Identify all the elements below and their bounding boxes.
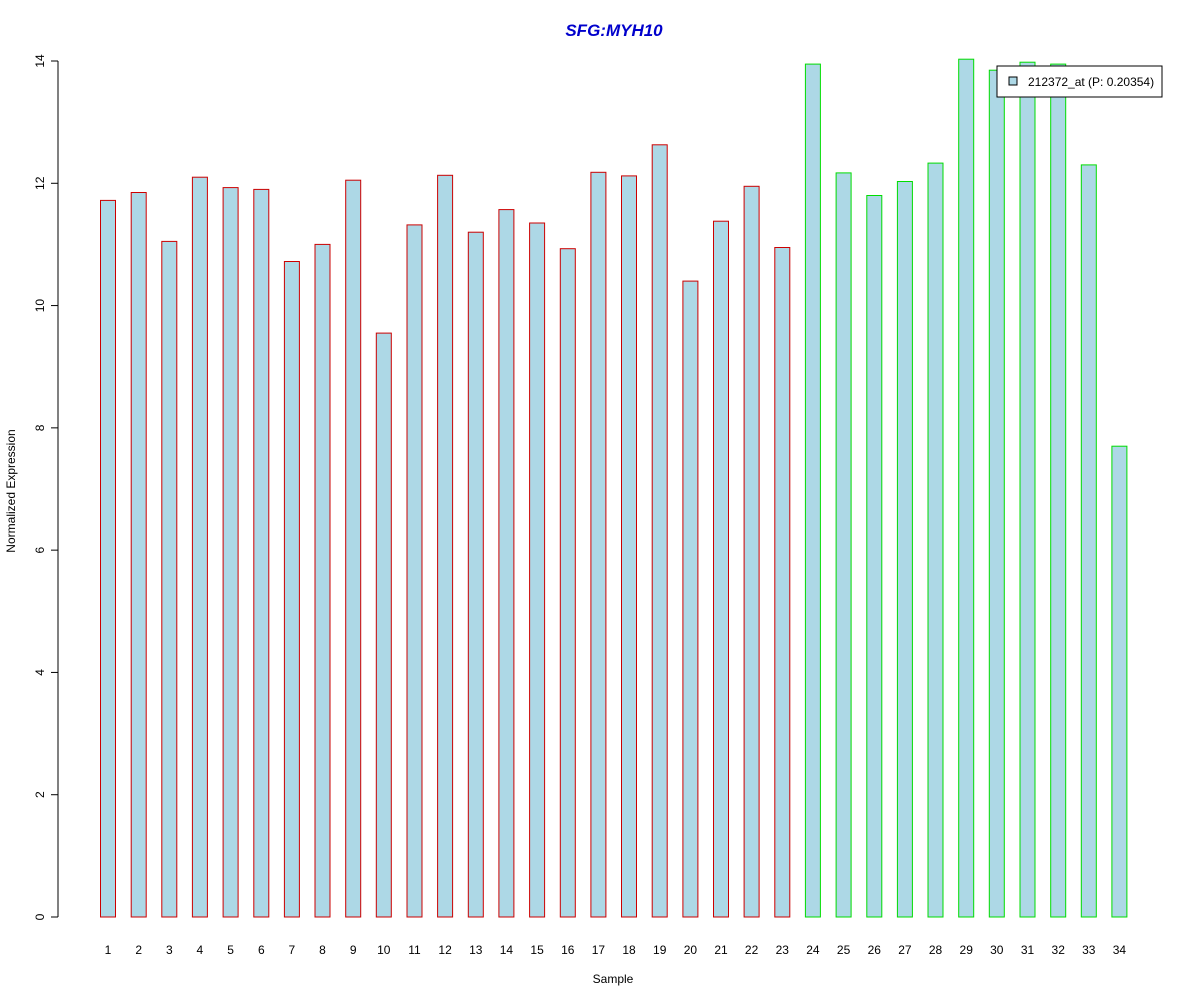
bar-sample-3 (161, 240, 178, 918)
bar-sample-28 (927, 162, 944, 918)
x-tick-label: 21 (714, 943, 728, 957)
bar-sample-5 (222, 187, 239, 918)
bar-sample-7 (283, 261, 300, 918)
bar-sample-22 (743, 185, 760, 918)
x-tick-label: 23 (776, 943, 790, 957)
bar-sample-19 (651, 144, 668, 918)
bar-sample-27 (896, 181, 913, 918)
x-tick-label: 8 (319, 943, 326, 957)
bar-sample-17 (590, 171, 607, 918)
y-tick-label: 6 (33, 546, 47, 553)
x-tick-label: 31 (1021, 943, 1035, 957)
bar-sample-9 (345, 179, 362, 918)
x-tick-label: 7 (289, 943, 296, 957)
x-tick-label: 17 (592, 943, 606, 957)
bar-sample-12 (437, 174, 454, 918)
bar-sample-18 (621, 175, 637, 918)
x-tick-label: 4 (197, 943, 204, 957)
x-tick-label: 19 (653, 943, 667, 957)
legend-label: 212372_at (P: 0.20354) (1028, 75, 1154, 89)
bar-sample-26 (866, 195, 883, 918)
x-tick-label: 13 (469, 943, 483, 957)
bar-sample-4 (191, 176, 208, 918)
bar-sample-20 (682, 280, 699, 918)
bar-sample-1 (100, 199, 116, 918)
legend-box (996, 65, 1163, 98)
legend: 212372_at (P: 0.20354) (996, 65, 1163, 98)
bar-sample-30 (988, 69, 1005, 918)
bar-sample-24 (804, 63, 821, 918)
x-tick-label: 18 (622, 943, 636, 957)
chart-title: SFG:MYH10 (565, 21, 663, 40)
x-tick-label: 29 (960, 943, 974, 957)
bar-sample-23 (774, 247, 791, 918)
x-tick-label: 11 (408, 943, 421, 957)
bar-sample-16 (559, 248, 576, 918)
y-tick-label: 2 (33, 791, 47, 798)
x-tick-label: 30 (990, 943, 1004, 957)
y-tick-label: 14 (33, 54, 47, 68)
x-tick-label: 26 (868, 943, 882, 957)
x-tick-label: 33 (1082, 943, 1096, 957)
y-tick-label: 0 (33, 913, 47, 920)
bar-sample-21 (713, 220, 729, 918)
x-tick-label: 10 (377, 943, 391, 957)
x-tick-label: 34 (1113, 943, 1127, 957)
bar-sample-25 (835, 172, 852, 918)
bar-sample-31 (1019, 61, 1036, 918)
bar-sample-13 (467, 231, 484, 918)
y-tick-label: 4 (33, 669, 47, 676)
y-tick-label: 8 (33, 424, 47, 431)
x-tick-label: 2 (135, 943, 142, 957)
bar-sample-29 (958, 58, 975, 918)
x-tick-label: 5 (227, 943, 234, 957)
x-axis-tick-labels: 1 2 3 4 5 6 7 8 9 10 11 12 13 14 15 16 17 18 19 20 21 22 23 24 2… (105, 943, 1127, 957)
x-tick-label: 27 (898, 943, 912, 957)
x-axis-label: Sample (593, 972, 634, 986)
bar-sample-15 (529, 222, 546, 918)
x-tick-label: 28 (929, 943, 943, 957)
bar-sample-2 (130, 192, 147, 918)
x-tick-label: 25 (837, 943, 851, 957)
bar-sample-6 (253, 188, 270, 918)
x-tick-label: 12 (438, 943, 452, 957)
x-tick-label: 6 (258, 943, 265, 957)
bar-sample-34 (1111, 445, 1128, 918)
bar-sample-14 (498, 209, 515, 918)
x-tick-label: 3 (166, 943, 173, 957)
bar-sample-32 (1050, 63, 1067, 918)
x-tick-label: 32 (1052, 943, 1066, 957)
bar-sample-10 (375, 332, 392, 918)
legend-swatch (1008, 76, 1018, 86)
x-tick-label: 14 (500, 943, 514, 957)
x-tick-label: 15 (530, 943, 544, 957)
bars (100, 58, 1128, 918)
x-tick-label: 9 (350, 943, 357, 957)
x-tick-label: 1 (105, 943, 112, 957)
y-axis-label: Normalized Expression (4, 429, 18, 552)
x-tick-label: 16 (561, 943, 575, 957)
x-tick-label: 22 (745, 943, 759, 957)
y-tick-label: 12 (33, 176, 47, 190)
y-tick-label: 10 (33, 299, 47, 313)
y-axis: 0 2 4 6 8 10 12 14 (33, 54, 59, 920)
x-tick-label: 24 (806, 943, 820, 957)
bar-sample-8 (314, 243, 331, 918)
bar-sample-11 (406, 224, 423, 918)
bar-sample-33 (1080, 164, 1097, 918)
x-tick-label: 20 (684, 943, 698, 957)
